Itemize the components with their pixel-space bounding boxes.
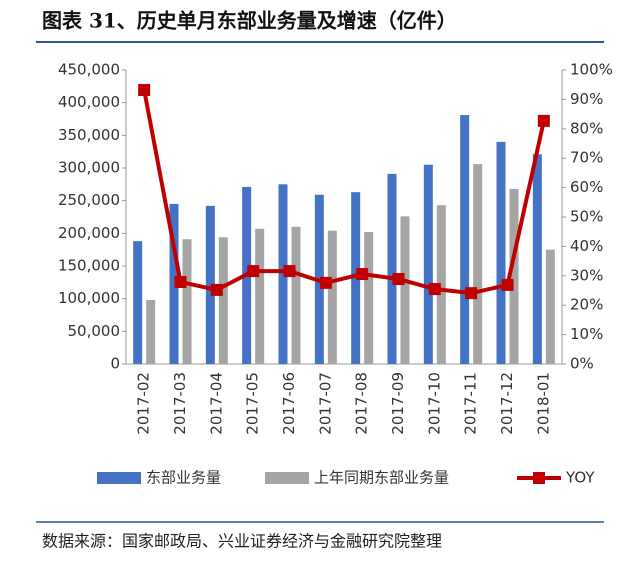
y2-tick-label: 50% xyxy=(570,208,603,226)
x-tick-label: 2017-04 xyxy=(207,372,225,435)
legend-swatch xyxy=(265,472,309,484)
bar xyxy=(182,239,192,364)
x-tick-label: 2018-01 xyxy=(534,372,552,435)
x-tick-label: 2017-10 xyxy=(425,372,443,435)
legend-swatch xyxy=(533,472,545,484)
bar xyxy=(133,241,143,364)
line xyxy=(142,89,546,296)
y-tick-label: 150,000 xyxy=(58,257,120,275)
line-marker xyxy=(537,114,550,127)
bar xyxy=(351,192,361,364)
bar xyxy=(364,232,374,364)
x-tick-label: 2017-08 xyxy=(353,372,371,435)
bar xyxy=(532,154,542,364)
line-marker xyxy=(247,265,260,278)
line-marker xyxy=(174,275,187,288)
y-tick-label: 400,000 xyxy=(58,93,120,111)
x-tick-label: 2017-02 xyxy=(135,372,153,435)
line-marker xyxy=(465,287,478,300)
y2-tick-label: 0% xyxy=(570,355,594,373)
bar xyxy=(146,299,156,364)
x-tick-label: 2017-07 xyxy=(316,372,334,435)
bar xyxy=(545,249,555,364)
y-tick-label: 300,000 xyxy=(58,159,120,177)
chart-title: 图表 31、历史单月东部业务量及增速（亿件） xyxy=(42,9,457,33)
y2-tick-label: 80% xyxy=(570,119,603,137)
y-tick-label: 50,000 xyxy=(68,322,121,340)
bar xyxy=(291,226,301,364)
bar xyxy=(400,216,410,364)
legend-swatch xyxy=(97,472,141,484)
line-marker xyxy=(283,265,296,278)
legend-label: YOY xyxy=(565,469,595,487)
bar xyxy=(169,203,179,364)
legend-label: 东部业务量 xyxy=(146,469,221,487)
y2-tick-label: 100% xyxy=(570,61,613,79)
x-tick-label: 2017-09 xyxy=(389,372,407,435)
bar xyxy=(218,237,228,364)
y2-tick-label: 90% xyxy=(570,90,603,108)
bar xyxy=(387,173,397,364)
y-tick-label: 100,000 xyxy=(58,289,120,307)
bar xyxy=(278,184,288,364)
x-tick-label: 2017-06 xyxy=(280,372,298,435)
x-tick-label: 2017-11 xyxy=(462,372,480,435)
y-tick-label: 450,000 xyxy=(58,61,120,79)
bar xyxy=(509,188,519,364)
y-tick-label: 200,000 xyxy=(58,224,120,242)
y2-tick-label: 60% xyxy=(570,178,603,196)
x-tick-label: 2017-05 xyxy=(244,372,262,435)
bar xyxy=(205,205,215,364)
line-marker xyxy=(428,283,441,296)
bar xyxy=(460,115,470,364)
x-tick-label: 2017-03 xyxy=(171,372,189,435)
line-marker xyxy=(356,268,369,281)
bar xyxy=(473,164,483,364)
y-tick-label: 250,000 xyxy=(58,191,120,209)
y2-tick-label: 30% xyxy=(570,266,603,284)
y2-tick-label: 20% xyxy=(570,296,603,314)
source-note: 数据来源：国家邮政局、兴业证券经济与金融研究院整理 xyxy=(42,532,442,551)
line-marker xyxy=(392,273,405,286)
line-marker xyxy=(138,83,151,96)
y-tick-label: 350,000 xyxy=(58,126,120,144)
bar xyxy=(496,141,506,364)
bar xyxy=(436,205,446,364)
bar xyxy=(255,228,265,364)
bar xyxy=(423,164,433,364)
x-tick-label: 2017-12 xyxy=(498,372,516,435)
legend-label: 上年同期东部业务量 xyxy=(314,469,449,487)
y2-tick-label: 70% xyxy=(570,149,603,167)
y2-tick-label: 10% xyxy=(570,325,603,343)
y2-tick-label: 40% xyxy=(570,237,603,255)
line-marker xyxy=(319,276,332,289)
line-marker xyxy=(210,283,223,296)
line-marker xyxy=(501,278,514,291)
y-tick-label: 0 xyxy=(110,355,120,373)
bar xyxy=(327,230,337,364)
